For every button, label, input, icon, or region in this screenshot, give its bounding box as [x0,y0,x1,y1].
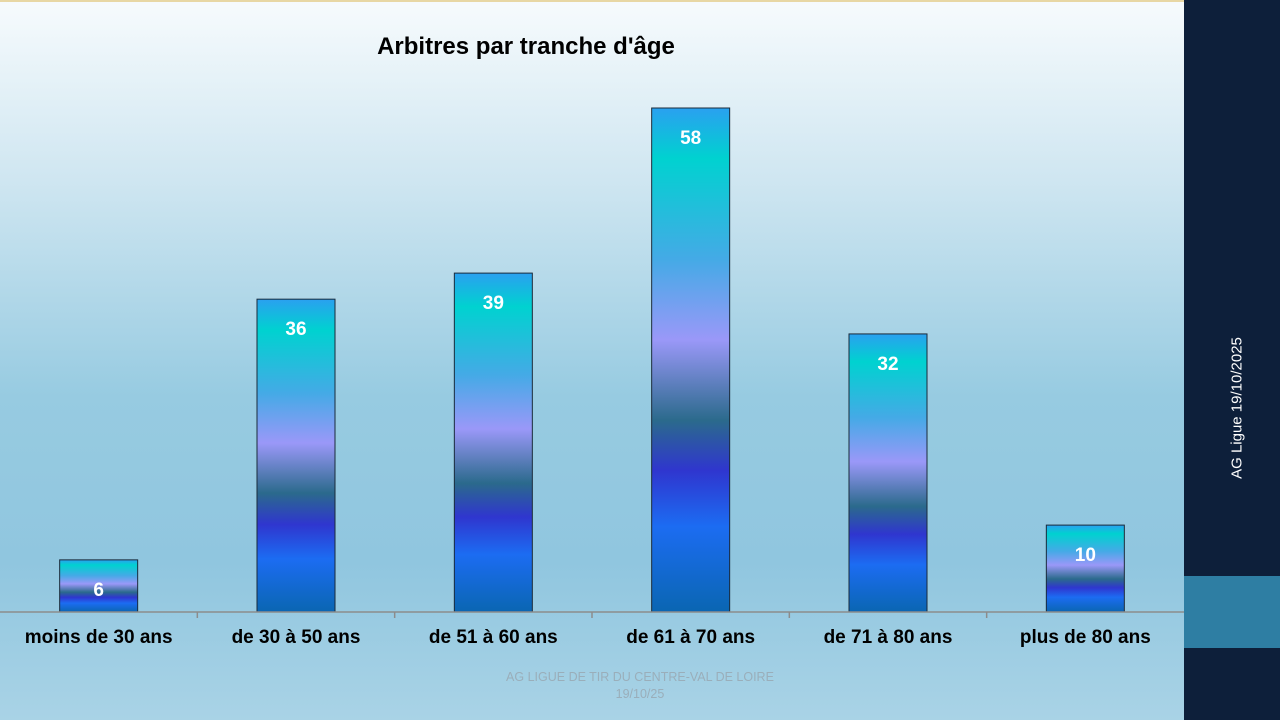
data-label-5: 10 [1075,545,1096,566]
bar-5 [1045,524,1125,613]
x-tick-label-3: de 61 à 70 ans [626,627,755,648]
x-tick-label-1: de 30 à 50 ans [232,627,361,648]
sidebar-accent-block [1184,576,1280,648]
bar-3 [651,107,731,613]
data-label-0: 6 [93,580,104,601]
x-tick-label-4: de 71 à 80 ans [824,627,953,648]
data-label-1: 36 [285,319,306,340]
top-border-line [0,0,1184,2]
x-tick-label-5: plus de 80 ans [1020,627,1151,648]
footer-organization: AG LIGUE DE TIR DU CENTRE-VAL DE LOIRE [506,670,774,684]
bar-0 [59,559,139,613]
footer: AG LIGUE DE TIR DU CENTRE-VAL DE LOIRE 1… [440,669,840,703]
sidebar-date-label: AG Ligue 19/10/2025 [1228,337,1246,479]
chart-title: Arbitres par tranche d'âge [377,33,675,60]
data-label-2: 39 [483,293,504,314]
bar-4 [848,333,928,613]
bar-2 [453,272,533,613]
bar-1 [256,298,336,613]
footer-date: 19/10/25 [615,687,665,701]
data-label-4: 32 [877,354,898,375]
x-tick-label-2: de 51 à 60 ans [429,627,558,648]
x-tick-label-0: moins de 30 ans [25,627,173,648]
slide-background [0,0,1184,720]
data-label-3: 58 [680,128,701,149]
bar-chart: Arbitres par tranche d'âge 6 moins de 30 … [0,33,1184,648]
